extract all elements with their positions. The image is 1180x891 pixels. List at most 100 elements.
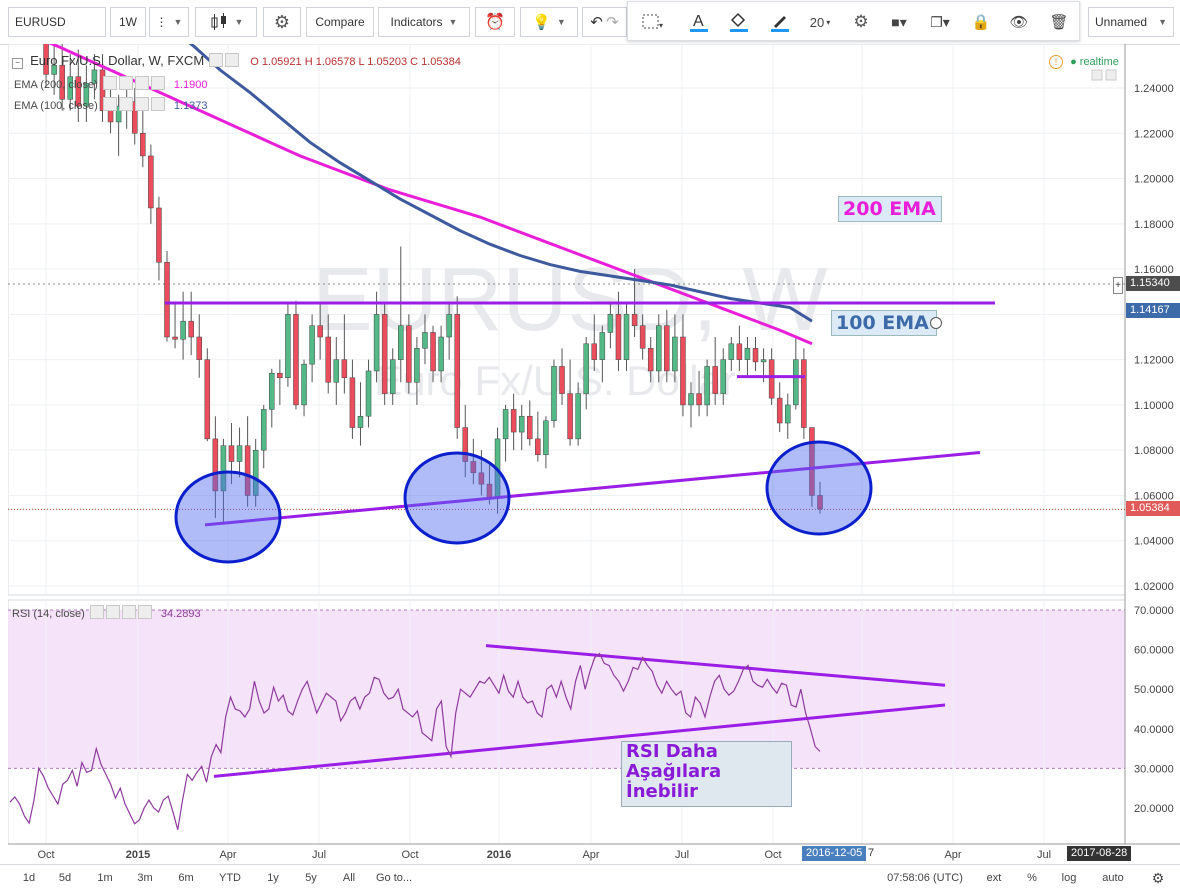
close-icon[interactable] <box>121 605 136 619</box>
lock-button[interactable]: 🔒 <box>968 7 994 37</box>
candle-body <box>43 44 49 75</box>
gear-icon[interactable] <box>118 76 133 90</box>
rsi-tick-label: 20.0000 <box>1134 803 1174 815</box>
rsi-tick-label: 70.0000 <box>1134 605 1174 617</box>
symbol-search-input[interactable]: EURUSD <box>8 7 106 37</box>
candle-body <box>212 438 219 492</box>
ema100-callout[interactable]: 100 EMA <box>831 310 937 336</box>
rsi-callout[interactable]: RSI Daha Aşağılara İnebilir <box>621 741 792 807</box>
ema200-label: EMA (200, close) <box>14 79 98 91</box>
layout-name-button[interactable]: Unnamed ▼ <box>1088 7 1174 37</box>
goto-button[interactable]: Go to... <box>376 872 413 884</box>
eye-icon[interactable] <box>102 76 117 90</box>
log-toggle[interactable]: log <box>1061 872 1077 884</box>
chevron-down-icon: ▼ <box>448 17 458 27</box>
ema200-callout[interactable]: 200 EMA <box>838 196 942 222</box>
font-size-select[interactable]: 20 ▾ <box>809 14 831 30</box>
candle-body <box>260 409 267 451</box>
eye-icon[interactable] <box>89 605 104 619</box>
ema100-line <box>188 44 813 323</box>
text-color-button[interactable]: A <box>684 7 714 37</box>
range-1d[interactable]: 1d <box>22 872 36 884</box>
alert-button[interactable]: ⏰ <box>475 7 515 37</box>
line-color-button[interactable] <box>765 7 795 37</box>
ohlc-values: O 1.05921 H 1.06578 L 1.05203 C 1.05384 <box>250 56 461 68</box>
candle-body <box>381 314 388 394</box>
range-1y[interactable]: 1y <box>267 872 279 884</box>
ext-toggle[interactable]: ext <box>986 872 1002 884</box>
percent-toggle[interactable]: % <box>1027 872 1037 884</box>
ema100-price-value: 1.14167 <box>1130 304 1170 316</box>
gear-icon[interactable] <box>118 97 133 111</box>
visual-order-button[interactable]: ■▾ <box>884 7 914 37</box>
candle-body <box>567 393 573 440</box>
more-icon[interactable] <box>137 605 152 619</box>
time-tick-label: Apr <box>582 849 599 861</box>
interval-button[interactable]: 1W <box>110 7 146 37</box>
close-icon[interactable] <box>134 76 149 90</box>
delete-button[interactable]: 🗑 <box>1046 7 1072 37</box>
candle-body <box>188 320 194 338</box>
more-icon[interactable] <box>150 97 165 111</box>
collapse-legend-icon[interactable]: − <box>12 58 23 69</box>
candle-body <box>131 101 138 134</box>
rsi-legend: RSI (14, close) 34.2893 <box>12 605 201 620</box>
crosshair-date-value: 2016-12-05 <box>806 847 863 859</box>
warning-icon[interactable]: ! <box>1049 55 1063 69</box>
candle-body <box>704 366 710 406</box>
rsi-callout-line-1: RSI Daha <box>626 741 718 762</box>
gear-icon[interactable] <box>225 53 240 67</box>
eye-icon[interactable] <box>209 53 224 67</box>
candle-body <box>752 348 759 363</box>
price-tick-label: 1.04000 <box>1134 536 1174 548</box>
clone-button[interactable]: ❐▾ <box>924 7 956 37</box>
fill-color-button[interactable] <box>724 7 754 37</box>
candle-body <box>744 348 751 360</box>
settings-button[interactable]: ⚙ <box>263 7 301 37</box>
add-price-button[interactable]: + <box>1113 277 1123 294</box>
ema200-legend: EMA (200, close) 1.1900 <box>14 76 208 91</box>
visibility-button[interactable]: 👁 <box>1006 7 1032 37</box>
drag-handle-icon[interactable]: ▾ <box>638 7 668 37</box>
rsi-value: 34.2893 <box>160 608 201 620</box>
range-all[interactable]: All <box>342 872 356 884</box>
price-tick-label: 1.10000 <box>1134 400 1174 412</box>
indicators-button[interactable]: Indicators ▼ <box>378 7 470 37</box>
time-tick-label: 2015 <box>126 849 150 861</box>
candle-body <box>551 366 557 422</box>
more-icon[interactable] <box>150 76 165 90</box>
replay-button[interactable]: 💡 ▼ <box>520 7 578 37</box>
range-3m[interactable]: 3m <box>137 872 153 884</box>
auto-toggle[interactable]: auto <box>1102 872 1124 884</box>
candle-body <box>406 325 412 383</box>
candle-body <box>647 348 654 372</box>
candle-body <box>639 325 646 349</box>
chevron-down-icon: ▼ <box>234 17 244 27</box>
range-ytd[interactable]: YTD <box>219 872 241 884</box>
candle-body <box>776 397 783 424</box>
time-tick-label: Apr <box>944 849 961 861</box>
eye-icon[interactable] <box>102 97 117 111</box>
compare-button[interactable]: Compare <box>306 7 374 37</box>
range-6m[interactable]: 6m <box>178 872 194 884</box>
rsi-callout-line-3: İnebilir <box>626 781 698 802</box>
drawing-settings-button[interactable]: ⚙ <box>848 7 874 37</box>
crosshair-date-tag: 2016-12-05 <box>802 846 867 861</box>
redo-icon: ↷ <box>606 14 619 31</box>
candle-body <box>389 359 396 394</box>
interval-menu-button[interactable]: ⋮ ▼ <box>149 7 189 37</box>
range-5y[interactable]: 5y <box>305 872 317 884</box>
close-icon[interactable] <box>134 97 149 111</box>
undo-redo-group[interactable]: ↶ ↷ <box>582 7 627 37</box>
chart-style-button[interactable]: ▼ <box>195 7 257 37</box>
candle-body <box>115 105 122 123</box>
callout-resize-handle[interactable] <box>930 317 942 329</box>
candle-body <box>615 314 622 360</box>
gear-icon[interactable]: ⚙ <box>1151 870 1165 886</box>
range-1m[interactable]: 1m <box>97 872 113 884</box>
candle-body <box>398 325 404 360</box>
chart-canvas[interactable]: 1.24000 1.22000 1.20000 1.18000 1.16000 1.120… <box>8 44 1180 864</box>
gear-icon[interactable] <box>105 605 120 619</box>
text-color-icon: A <box>690 13 708 32</box>
range-5d[interactable]: 5d <box>58 872 72 884</box>
